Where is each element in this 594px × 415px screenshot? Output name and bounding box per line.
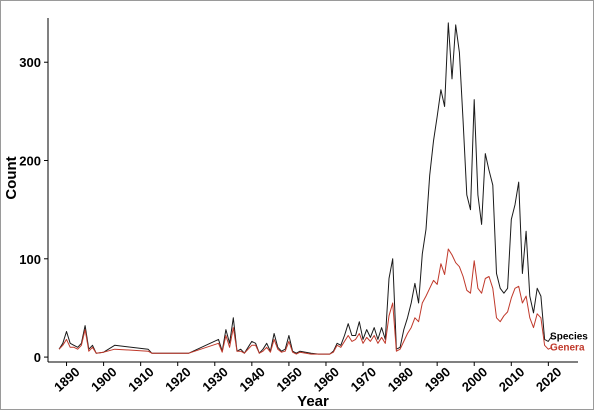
series-line-species — [58, 22, 553, 355]
y-tick-label: 0 — [34, 350, 41, 365]
y-axis-title: Count — [3, 156, 20, 199]
series-label-genera: Genera — [550, 342, 585, 353]
y-tick-label: 100 — [19, 252, 41, 267]
x-axis-title: Year — [297, 393, 329, 410]
series-label-species: Species — [550, 331, 588, 342]
axes — [47, 18, 578, 363]
series-lines — [58, 22, 553, 355]
series-line-genera — [58, 248, 553, 355]
y-tick-label: 300 — [19, 55, 41, 70]
y-tick-label: 200 — [19, 154, 41, 169]
